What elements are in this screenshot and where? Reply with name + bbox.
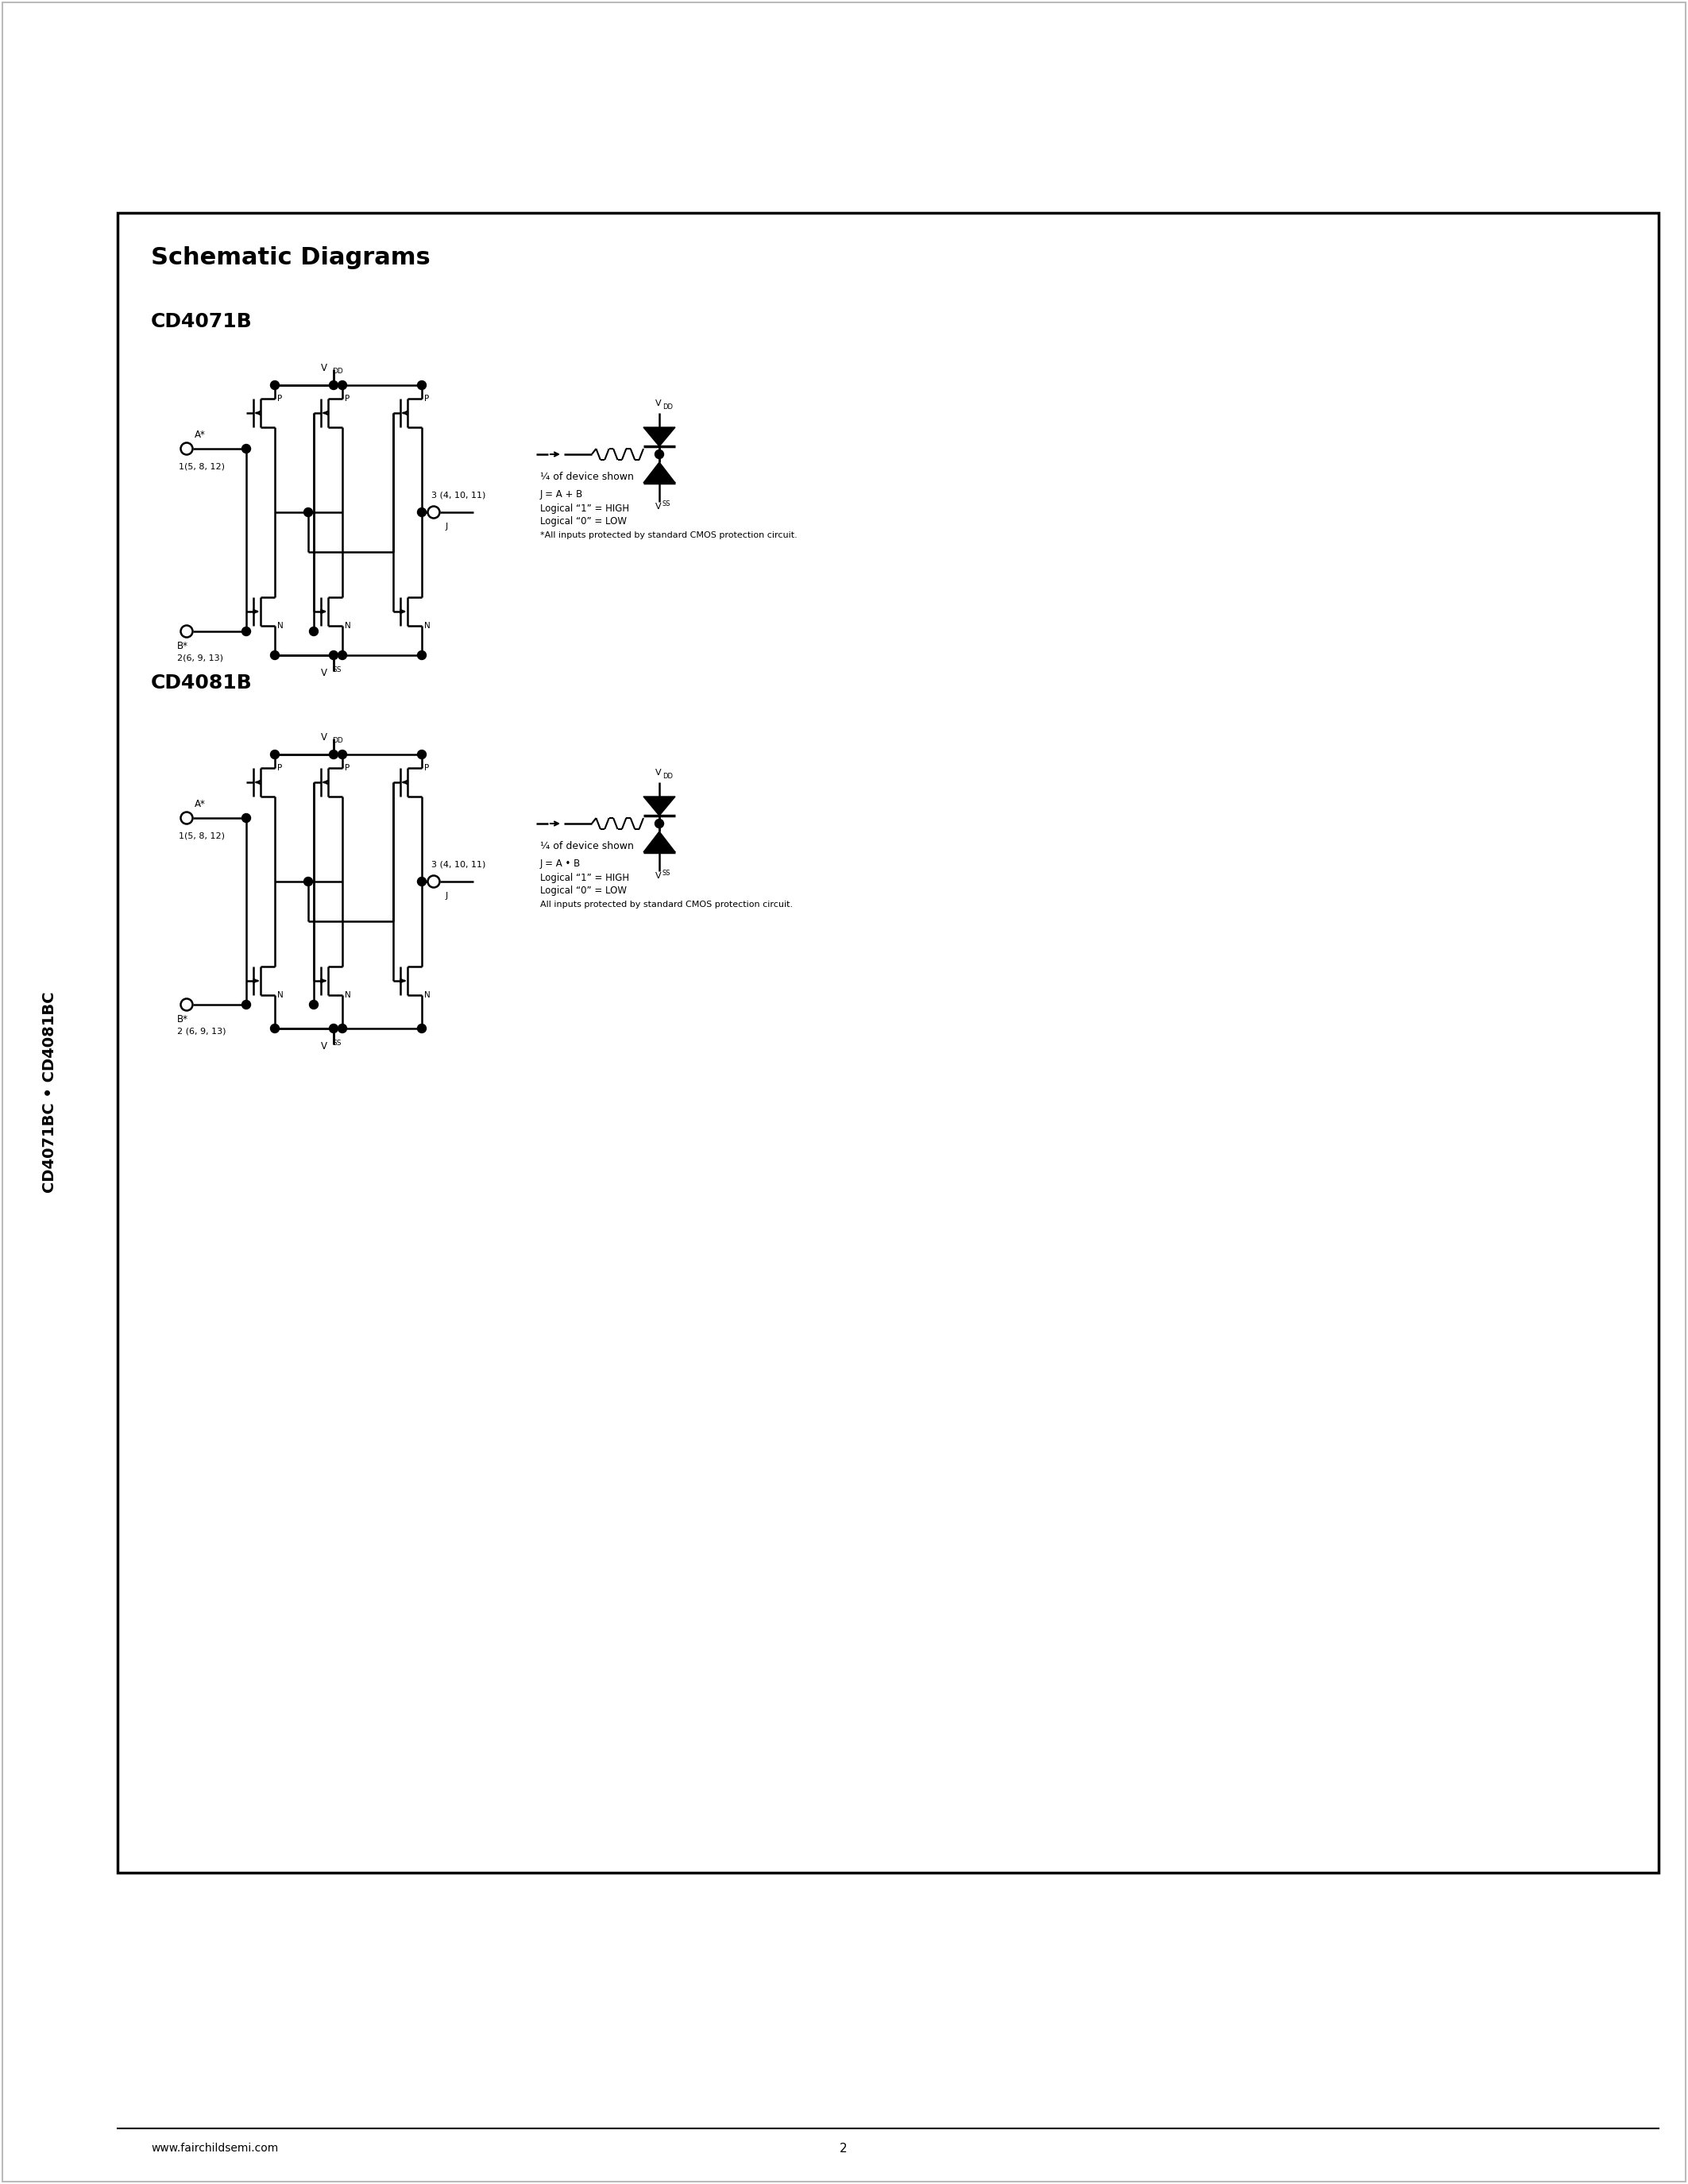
Text: DD: DD	[333, 736, 343, 745]
Text: DD: DD	[333, 367, 343, 373]
Circle shape	[417, 749, 425, 758]
Text: Logical “1” = HIGH: Logical “1” = HIGH	[540, 871, 630, 882]
Text: CD4081B: CD4081B	[150, 673, 253, 692]
Text: 1(5, 8, 12): 1(5, 8, 12)	[179, 463, 225, 470]
Text: Logical “0” = LOW: Logical “0” = LOW	[540, 515, 626, 526]
Circle shape	[270, 380, 279, 389]
Text: 1(5, 8, 12): 1(5, 8, 12)	[179, 832, 225, 839]
Circle shape	[417, 380, 425, 389]
Circle shape	[309, 627, 317, 636]
Text: J: J	[446, 522, 449, 531]
Text: B*: B*	[177, 1013, 189, 1024]
Text: V: V	[321, 1042, 327, 1051]
Polygon shape	[643, 428, 675, 446]
Text: SS: SS	[333, 666, 341, 673]
Circle shape	[655, 819, 663, 828]
Text: Logical “0” = LOW: Logical “0” = LOW	[540, 885, 626, 895]
Text: P: P	[344, 764, 349, 771]
Circle shape	[338, 651, 346, 660]
Text: P: P	[344, 395, 349, 402]
Text: DD: DD	[662, 404, 674, 411]
Text: V: V	[655, 502, 662, 511]
Circle shape	[304, 509, 312, 518]
Circle shape	[417, 878, 425, 887]
Circle shape	[270, 1024, 279, 1033]
Text: CD4071BC • CD4081BC: CD4071BC • CD4081BC	[42, 992, 57, 1192]
Text: 3 (4, 10, 11): 3 (4, 10, 11)	[432, 860, 486, 867]
Text: P: P	[424, 395, 429, 402]
Circle shape	[304, 878, 312, 887]
Text: SS: SS	[333, 1040, 341, 1046]
Text: B*: B*	[177, 640, 189, 651]
Text: P: P	[277, 764, 282, 771]
Text: V: V	[655, 769, 662, 778]
Circle shape	[270, 651, 279, 660]
Text: All inputs protected by standard CMOS protection circuit.: All inputs protected by standard CMOS pr…	[540, 900, 793, 909]
Circle shape	[338, 1024, 346, 1033]
Text: 2(6, 9, 13): 2(6, 9, 13)	[177, 653, 223, 662]
Circle shape	[241, 815, 250, 823]
Circle shape	[338, 380, 346, 389]
Circle shape	[417, 509, 425, 518]
Text: P: P	[424, 764, 429, 771]
Circle shape	[417, 651, 425, 660]
Text: V: V	[655, 871, 662, 880]
Circle shape	[655, 450, 663, 459]
Bar	[118, 212, 1659, 1872]
Circle shape	[329, 1024, 338, 1033]
Text: SS: SS	[662, 500, 670, 507]
Text: V: V	[321, 668, 327, 677]
Text: *All inputs protected by standard CMOS protection circuit.: *All inputs protected by standard CMOS p…	[540, 531, 797, 539]
Text: Schematic Diagrams: Schematic Diagrams	[150, 247, 430, 269]
Text: N: N	[424, 622, 430, 629]
Text: ¼ of device shown: ¼ of device shown	[540, 472, 633, 483]
Text: N: N	[277, 622, 284, 629]
Circle shape	[241, 627, 250, 636]
Text: 2 (6, 9, 13): 2 (6, 9, 13)	[177, 1026, 226, 1035]
Circle shape	[329, 749, 338, 758]
Text: V: V	[321, 732, 327, 743]
Circle shape	[329, 651, 338, 660]
Circle shape	[417, 1024, 425, 1033]
Text: J: J	[446, 891, 449, 900]
Polygon shape	[643, 463, 675, 483]
Text: J = A • B: J = A • B	[540, 858, 581, 869]
Text: N: N	[344, 992, 351, 998]
Text: A*: A*	[194, 799, 206, 808]
Text: A*: A*	[194, 430, 206, 439]
Polygon shape	[643, 797, 675, 815]
Text: 3 (4, 10, 11): 3 (4, 10, 11)	[432, 491, 486, 498]
Text: N: N	[344, 622, 351, 629]
Text: 2: 2	[841, 2143, 847, 2153]
Text: ¼ of device shown: ¼ of device shown	[540, 841, 633, 852]
Text: J = A + B: J = A + B	[540, 489, 584, 500]
Text: SS: SS	[662, 869, 670, 876]
Circle shape	[329, 380, 338, 389]
Circle shape	[270, 749, 279, 758]
Text: DD: DD	[662, 773, 674, 780]
Text: N: N	[277, 992, 284, 998]
Polygon shape	[643, 832, 675, 852]
Text: V: V	[321, 363, 327, 373]
Text: Logical “1” = HIGH: Logical “1” = HIGH	[540, 502, 630, 513]
Circle shape	[241, 1000, 250, 1009]
Circle shape	[241, 443, 250, 452]
Text: www.fairchildsemi.com: www.fairchildsemi.com	[150, 2143, 279, 2153]
Circle shape	[309, 1000, 317, 1009]
Text: CD4071B: CD4071B	[150, 312, 253, 332]
Text: N: N	[424, 992, 430, 998]
Text: V: V	[655, 400, 662, 408]
Text: P: P	[277, 395, 282, 402]
Circle shape	[338, 749, 346, 758]
